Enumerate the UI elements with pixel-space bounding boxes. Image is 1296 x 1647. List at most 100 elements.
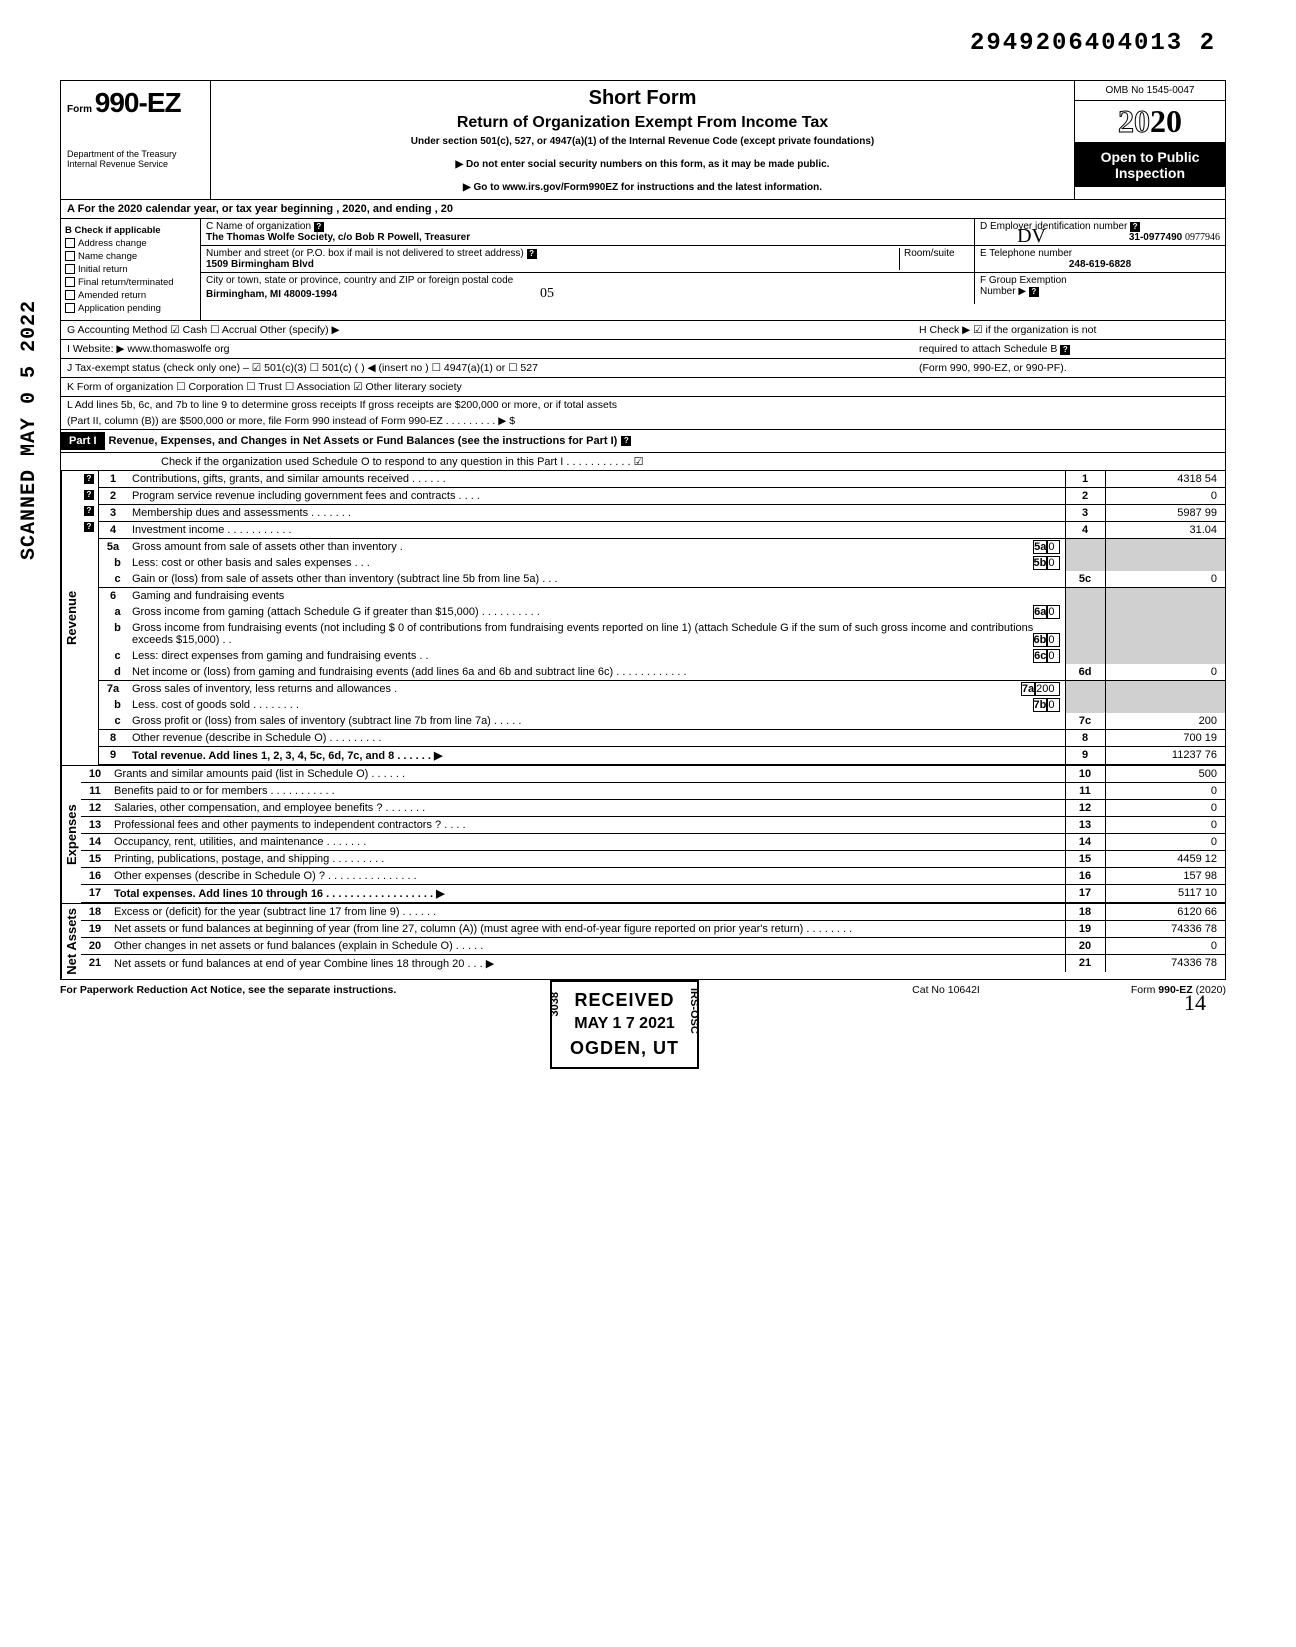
form-header: Form 990-EZ Department of the Treasury I… [61, 81, 1225, 200]
row-i: I Website: ▶ www.thomaswolfe org require… [61, 340, 1225, 359]
line-4: 4Investment income . . . . . . . . . . .… [99, 522, 1225, 539]
row-j: J Tax-exempt status (check only one) – ☑… [61, 359, 1225, 378]
received-stamp: 3038 RECEIVED MAY 1 7 2021 OGDEN, UT IRS… [550, 980, 699, 1069]
help-icon[interactable]: ? [84, 474, 94, 484]
expenses-table: 10Grants and similar amounts paid (list … [81, 766, 1225, 903]
line-19: 19Net assets or fund balances at beginni… [81, 921, 1225, 938]
title-return: Return of Organization Exempt From Incom… [221, 114, 1064, 132]
instr-goto: ▶ Go to www.irs.gov/Form990EZ for instru… [221, 182, 1064, 193]
cb-name-change[interactable]: Name change [65, 251, 196, 262]
form-label: Form [67, 104, 92, 115]
help-column: ? ? ? ? [81, 471, 99, 765]
title-short-form: Short Form [221, 87, 1064, 110]
expenses-section: Expenses 10Grants and similar amounts pa… [61, 766, 1225, 904]
help-icon[interactable]: ? [1130, 222, 1140, 232]
tax-exempt-status: J Tax-exempt status (check only one) – ☑… [67, 362, 919, 374]
instr-ssn: ▶ Do not enter social security numbers o… [221, 159, 1064, 170]
cb-final-return[interactable]: Final return/terminated [65, 277, 196, 288]
line-5a: 5aGross amount from sale of assets other… [99, 539, 1225, 556]
ein: 31-0977490 [1129, 232, 1182, 243]
line-5b: bLess: cost or other basis and sales exp… [99, 555, 1225, 571]
label-e: E Telephone number [980, 248, 1072, 259]
cb-pending[interactable]: Application pending [65, 303, 196, 314]
line-5c: cGain or (loss) from sale of assets othe… [99, 571, 1225, 588]
org-name: The Thomas Wolfe Society, c/o Bob R Powe… [206, 232, 470, 243]
line-20: 20Other changes in net assets or fund ba… [81, 938, 1225, 955]
cb-amended[interactable]: Amended return [65, 290, 196, 301]
footer-left: For Paperwork Reduction Act Notice, see … [60, 984, 846, 996]
stamp-date: MAY 1 7 2021 [570, 1013, 679, 1035]
stamp-left-code: 3038 [548, 992, 563, 1016]
line-1: 1Contributions, gifts, grants, and simil… [99, 471, 1225, 488]
line-17: 17Total expenses. Add lines 10 through 1… [81, 885, 1225, 903]
part-1-check: Check if the organization used Schedule … [61, 453, 1225, 471]
dln-number: 2949206404013 2 [970, 30, 1216, 57]
help-icon[interactable]: ? [621, 436, 631, 446]
box-b-title: B Check if applicable [65, 225, 196, 236]
line-6c: cLess: direct expenses from gaming and f… [99, 648, 1225, 664]
footer-cat-no: Cat No 10642I [846, 984, 1046, 996]
label-c: C Name of organization [206, 221, 311, 232]
row-k: K Form of organization ☐ Corporation ☐ T… [61, 378, 1225, 397]
form-990ez: Form 990-EZ Department of the Treasury I… [60, 80, 1226, 980]
page-number-handwritten: 14 [1184, 990, 1206, 1016]
line-11: 11Benefits paid to or for members . . . … [81, 783, 1225, 800]
label-f2: Number ▶ [980, 286, 1026, 297]
handwrite-initials: DV [1017, 225, 1046, 248]
expenses-label: Expenses [61, 766, 81, 903]
line-10: 10Grants and similar amounts paid (list … [81, 766, 1225, 783]
cb-initial-return[interactable]: Initial return [65, 264, 196, 275]
line-15: 15Printing, publications, postage, and s… [81, 851, 1225, 868]
label-f: F Group Exemption [980, 275, 1067, 286]
label-city: City or town, state or province, country… [206, 275, 513, 286]
omb-number: OMB No 1545-0047 [1075, 81, 1225, 101]
help-icon[interactable]: ? [84, 490, 94, 500]
org-city: Birmingham, MI 48009-1994 [206, 289, 337, 300]
year-prefix: 20 [1118, 103, 1150, 139]
help-icon[interactable]: ? [84, 506, 94, 516]
room-suite-label: Room/suite [899, 248, 969, 270]
line-6: 6Gaming and fundraising events [99, 588, 1225, 605]
line-2: 2Program service revenue including gover… [99, 488, 1225, 505]
stamp-right-code: IRS-OSC [686, 988, 701, 1034]
subtitle: Under section 501(c), 527, or 4947(a)(1)… [221, 136, 1064, 147]
line-6b: bGross income from fundraising events (n… [99, 620, 1225, 648]
check-h2: required to attach Schedule B [919, 343, 1057, 355]
revenue-label: Revenue [61, 471, 81, 765]
tax-year: 2020 [1075, 101, 1225, 143]
help-icon[interactable]: ? [84, 522, 94, 532]
year-suffix: 20 [1150, 103, 1182, 139]
open-public: Open to Public [1077, 149, 1223, 165]
row-a-tax-year: A For the 2020 calendar year, or tax yea… [61, 200, 1225, 219]
accounting-method: G Accounting Method ☑ Cash ☐ Accrual Oth… [67, 324, 919, 336]
line-21: 21Net assets or fund balances at end of … [81, 955, 1225, 973]
row-l2: (Part II, column (B)) are $500,000 or mo… [61, 413, 1225, 430]
net-assets-label: Net Assets [61, 904, 81, 979]
line-8: 8Other revenue (describe in Schedule O) … [99, 730, 1225, 747]
check-h3: (Form 990, 990-EZ, or 990-PF). [919, 362, 1219, 374]
line-14: 14Occupancy, rent, utilities, and mainte… [81, 834, 1225, 851]
line-6a: aGross income from gaming (attach Schedu… [99, 604, 1225, 620]
label-addr: Number and street (or P.O. box if mail i… [206, 248, 524, 259]
line-7b: bLess. cost of goods sold . . . . . . . … [99, 697, 1225, 713]
line-13: 13Professional fees and other payments t… [81, 817, 1225, 834]
help-icon[interactable]: ? [1060, 345, 1070, 355]
help-icon[interactable]: ? [314, 222, 324, 232]
form-number: 990-EZ [95, 87, 181, 118]
dept-irs: Internal Revenue Service [67, 159, 204, 169]
cb-address-change[interactable]: Address change [65, 238, 196, 249]
telephone: 248-619-6828 [1069, 259, 1131, 270]
net-assets-table: 18Excess or (deficit) for the year (subt… [81, 904, 1225, 972]
form-of-org: K Form of organization ☐ Corporation ☐ T… [67, 381, 1219, 393]
part-1-label: Part I [61, 432, 105, 450]
line-7a: 7aGross sales of inventory, less returns… [99, 681, 1225, 698]
help-icon[interactable]: ? [527, 249, 537, 259]
dept-treasury: Department of the Treasury [67, 149, 204, 159]
help-icon[interactable]: ? [1029, 287, 1039, 297]
check-h: H Check ▶ ☑ if the organization is not [919, 324, 1096, 336]
row-g: G Accounting Method ☑ Cash ☐ Accrual Oth… [61, 321, 1225, 340]
revenue-table: 1Contributions, gifts, grants, and simil… [99, 471, 1225, 765]
website: I Website: ▶ www.thomaswolfe org [67, 343, 919, 355]
line-18: 18Excess or (deficit) for the year (subt… [81, 904, 1225, 921]
stamp-received: RECEIVED [570, 988, 679, 1013]
